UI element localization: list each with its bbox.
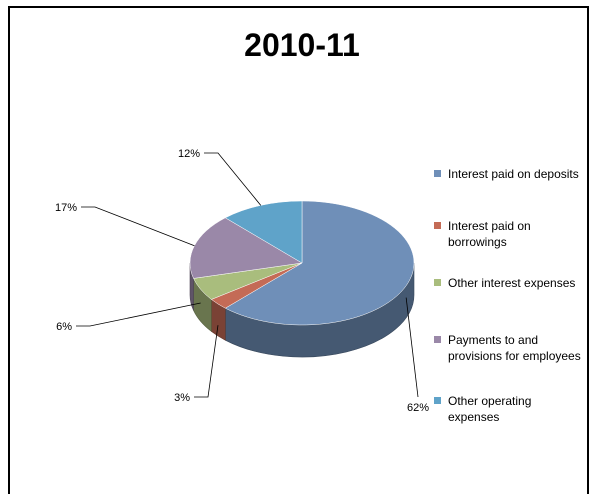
pie-slice [189, 217, 303, 279]
leader-line [194, 325, 219, 398]
pie-sides [189, 262, 415, 358]
legend-swatch [434, 336, 441, 343]
data-label: 3% [174, 392, 190, 404]
leader-line [405, 297, 419, 398]
legend-label: Interest paid on deposits [448, 167, 579, 181]
data-label: 17% [55, 202, 77, 214]
legend: Interest paid on deposits Interest paid o… [434, 167, 581, 424]
data-label: 6% [56, 321, 72, 333]
legend-item: Other operating expenses [434, 394, 531, 424]
legend-item: Payments to and provisions for employees [434, 333, 581, 363]
legend-swatch [434, 279, 441, 286]
data-label: 12% [178, 148, 200, 160]
chart-title: 2010-11 [244, 27, 360, 63]
legend-label: borrowings [448, 235, 507, 249]
legend-swatch [434, 170, 441, 177]
leader-line [204, 152, 262, 206]
pie-slices [189, 200, 415, 326]
legend-label: Interest paid on [448, 219, 531, 233]
legend-item: Interest paid on borrowings [434, 219, 531, 249]
legend-label: provisions for employees [448, 349, 581, 363]
legend-label: Other interest expenses [448, 276, 575, 290]
leader-line [81, 206, 195, 247]
pie-slice [224, 200, 303, 264]
legend-swatch [434, 222, 441, 229]
pie-slice [224, 200, 415, 326]
legend-swatch [434, 397, 441, 404]
legend-label: Other operating [448, 394, 531, 408]
data-label: 62% [407, 402, 429, 414]
leader-lines [76, 152, 419, 398]
legend-label: Payments to and [448, 333, 538, 347]
legend-item: Interest paid on deposits [434, 167, 579, 181]
data-labels: 62% 3% 6% 17% 12% [55, 148, 429, 414]
legend-item: Other interest expenses [434, 276, 575, 290]
leader-line [76, 302, 201, 327]
legend-label: expenses [448, 410, 499, 424]
